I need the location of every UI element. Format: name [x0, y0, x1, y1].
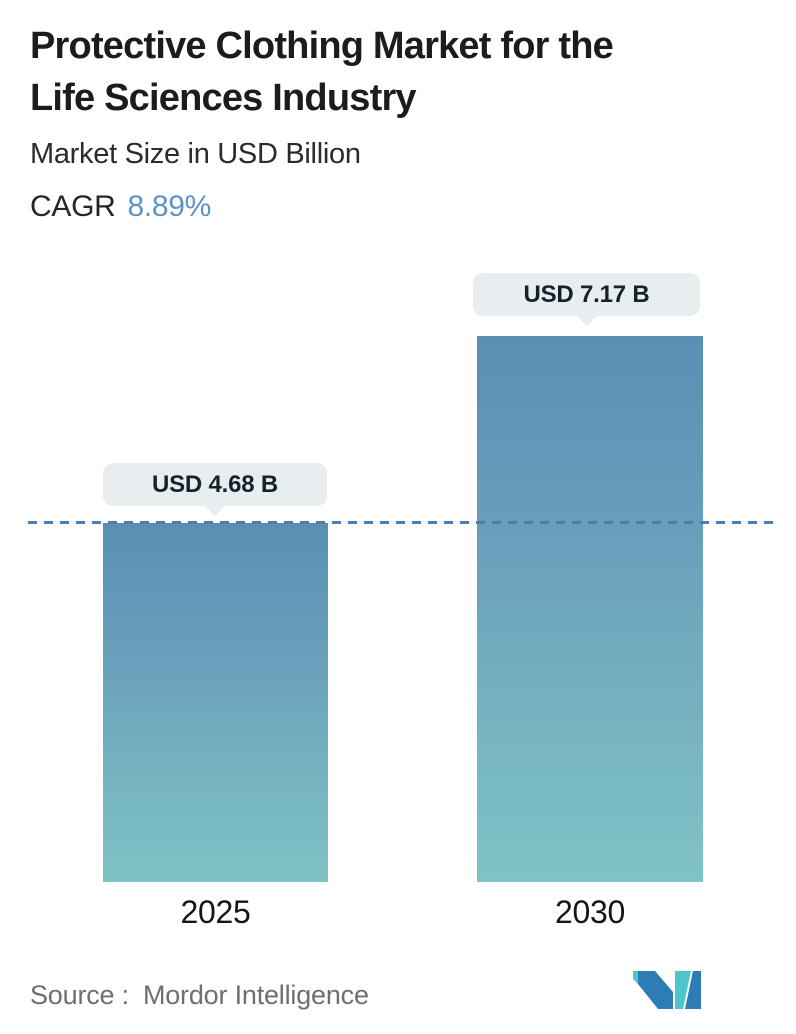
bar-2030 — [477, 336, 703, 882]
reference-dashed-line — [28, 521, 775, 524]
page-title-line1: Protective Clothing Market for the — [30, 25, 614, 67]
page-title: Protective Clothing Market for the Life … — [30, 20, 730, 124]
source-label: Source : — [30, 980, 129, 1010]
mordor-intelligence-logo-icon — [633, 971, 701, 1009]
source-attribution: Source : Mordor Intelligence — [30, 980, 369, 1011]
value-label-2025: USD 4.68 B — [103, 463, 327, 516]
cagr-row: CAGR 8.89% — [30, 190, 211, 224]
page-title-line2: Life Sciences Industry — [30, 77, 417, 119]
cagr-label: CAGR — [30, 190, 116, 223]
x-axis-label-2030: 2030 — [555, 894, 625, 930]
source-value: Mordor Intelligence — [142, 980, 369, 1010]
bar-2025 — [103, 523, 328, 882]
value-label-2030-text: USD 7.17 B — [523, 280, 650, 308]
x-axis-label-2025: 2025 — [180, 894, 251, 930]
cagr-value: 8.89% — [127, 190, 212, 223]
value-label-2030: USD 7.17 B — [473, 273, 700, 326]
chart-subtitle: Market Size in USD Billion — [30, 138, 361, 170]
value-label-2025-text: USD 4.68 B — [151, 470, 279, 498]
